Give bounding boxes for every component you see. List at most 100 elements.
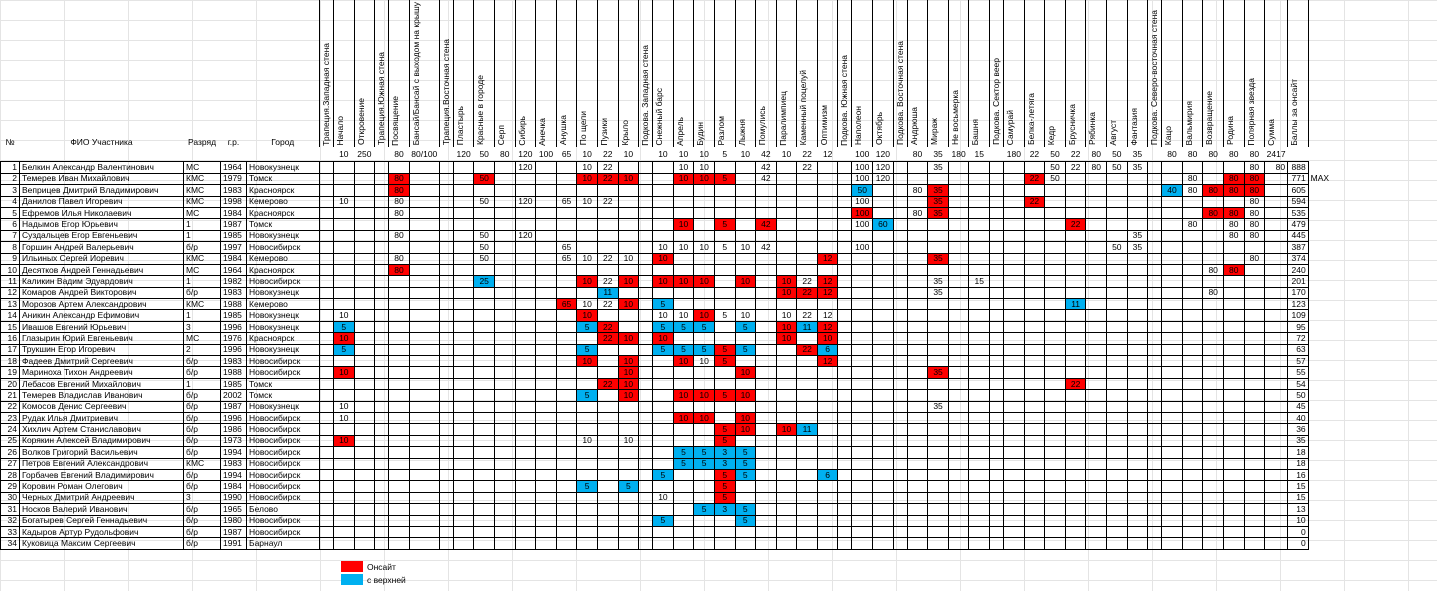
score-cell[interactable] [672, 195, 695, 208]
score-cell[interactable] [576, 377, 598, 391]
score-cell[interactable] [1085, 229, 1107, 243]
score-cell[interactable] [947, 411, 970, 425]
score-cell[interactable] [438, 343, 454, 357]
score-cell[interactable] [638, 434, 654, 448]
score-cell[interactable] [1106, 434, 1128, 448]
score-cell[interactable] [734, 195, 757, 208]
score-cell[interactable] [374, 525, 390, 539]
score-cell[interactable] [408, 161, 440, 174]
score-cell[interactable] [693, 229, 715, 243]
score-cell[interactable] [1044, 229, 1066, 243]
score-cell[interactable] [755, 195, 777, 208]
score-cell[interactable] [555, 468, 578, 482]
score-cell[interactable] [892, 468, 908, 482]
score-cell[interactable] [353, 332, 376, 345]
score-cell[interactable] [837, 195, 853, 208]
score-cell[interactable] [408, 400, 440, 414]
score-cell[interactable] [535, 343, 557, 357]
score-cell[interactable]: 100 [851, 218, 874, 231]
score-cell[interactable] [1106, 195, 1128, 208]
score-cell[interactable]: 10 [617, 389, 640, 402]
score-cell[interactable] [353, 286, 376, 300]
score-cell[interactable] [872, 229, 894, 243]
score-cell[interactable] [989, 377, 1005, 391]
score-cell[interactable] [638, 229, 654, 243]
score-cell[interactable] [408, 343, 440, 357]
score-cell[interactable] [1126, 184, 1149, 197]
score-cell[interactable]: 80 [906, 184, 929, 197]
score-cell[interactable] [892, 184, 908, 197]
score-cell[interactable]: 100 [851, 195, 874, 208]
score-cell[interactable] [535, 457, 557, 470]
score-cell[interactable] [452, 537, 475, 550]
score-cell[interactable] [755, 446, 777, 459]
score-cell[interactable] [851, 332, 874, 345]
score-cell[interactable]: 5 [652, 320, 674, 334]
participant-row[interactable]: 22 Комосов Денис Сергеевич б/р 1987 Новокузн… [0, 400, 1349, 414]
score-cell[interactable] [374, 218, 390, 231]
score-cell[interactable] [1064, 525, 1087, 539]
score-cell[interactable] [892, 263, 908, 277]
score-cell[interactable] [514, 457, 537, 470]
score-cell[interactable] [1243, 332, 1266, 345]
score-cell[interactable] [989, 218, 1005, 231]
score-cell[interactable] [535, 468, 557, 482]
score-cell[interactable] [775, 434, 798, 448]
score-cell[interactable] [1222, 423, 1245, 436]
score-cell[interactable] [816, 400, 839, 414]
score-cell[interactable] [927, 320, 949, 334]
score-cell[interactable] [1202, 446, 1224, 459]
score-cell[interactable]: 12 [816, 286, 839, 300]
score-cell[interactable] [1161, 332, 1183, 345]
participant-row[interactable]: 31 Носков Валерий Иванович б/р 1965 Белово 5 3… [0, 503, 1349, 516]
score-cell[interactable] [775, 229, 798, 243]
score-cell[interactable] [638, 298, 654, 311]
score-cell[interactable] [1003, 252, 1025, 265]
score-cell[interactable] [514, 434, 537, 448]
score-cell[interactable] [1023, 480, 1046, 493]
score-cell[interactable] [906, 298, 929, 311]
score-cell[interactable] [1126, 172, 1149, 186]
score-cell[interactable] [927, 480, 949, 493]
score-cell[interactable] [1126, 503, 1149, 516]
participant-row[interactable]: 9 Ильиных Сергей Иоревич КМС 1984 Кемерово 80… [0, 252, 1349, 265]
score-cell[interactable] [1064, 491, 1087, 505]
score-cell[interactable] [1202, 309, 1224, 322]
score-cell[interactable] [1181, 229, 1204, 243]
score-cell[interactable]: 0 [1287, 525, 1309, 539]
score-cell[interactable] [493, 275, 516, 288]
score-cell[interactable] [617, 400, 640, 414]
score-cell[interactable] [535, 206, 557, 220]
score-cell[interactable] [968, 309, 991, 322]
score-cell[interactable]: 10 [1287, 514, 1309, 527]
score-cell[interactable] [1161, 400, 1183, 414]
score-cell[interactable] [989, 241, 1005, 254]
score-cell[interactable] [755, 298, 777, 311]
score-cell[interactable] [1106, 400, 1128, 414]
score-cell[interactable] [535, 446, 557, 459]
participant-row[interactable]: 17 Трукшин Егор Игоревич 2 1996 Новокузнецк 5… [0, 343, 1349, 357]
score-cell[interactable] [1222, 343, 1245, 357]
score-cell[interactable] [555, 320, 578, 334]
score-cell[interactable] [927, 172, 949, 186]
score-cell[interactable] [1106, 480, 1128, 493]
score-cell[interactable] [652, 503, 674, 516]
score-cell[interactable]: 15 [968, 275, 991, 288]
score-cell[interactable]: 5 [652, 514, 674, 527]
score-cell[interactable] [374, 252, 390, 265]
score-cell[interactable] [473, 320, 495, 334]
score-cell[interactable] [1023, 503, 1046, 516]
score-cell[interactable]: 5 [652, 468, 674, 482]
score-cell[interactable] [872, 491, 894, 505]
score-cell[interactable] [927, 525, 949, 539]
score-cell[interactable] [493, 423, 516, 436]
score-cell[interactable] [1181, 355, 1204, 368]
score-cell[interactable] [333, 389, 355, 402]
score-cell[interactable] [816, 411, 839, 425]
score-cell[interactable] [1085, 320, 1107, 334]
score-cell[interactable] [1106, 525, 1128, 539]
score-cell[interactable] [775, 400, 798, 414]
score-cell[interactable] [353, 172, 376, 186]
score-cell[interactable] [535, 298, 557, 311]
score-cell[interactable] [672, 332, 695, 345]
